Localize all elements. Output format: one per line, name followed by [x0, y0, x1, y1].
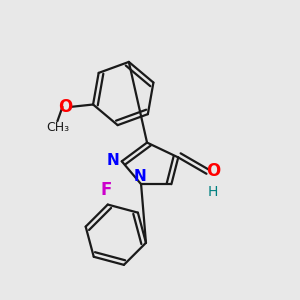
Text: N: N: [133, 169, 146, 184]
Text: O: O: [206, 162, 220, 180]
Text: F: F: [100, 181, 112, 199]
Text: CH₃: CH₃: [46, 121, 69, 134]
Text: N: N: [107, 153, 120, 168]
Text: H: H: [208, 184, 218, 199]
Text: O: O: [58, 98, 73, 116]
